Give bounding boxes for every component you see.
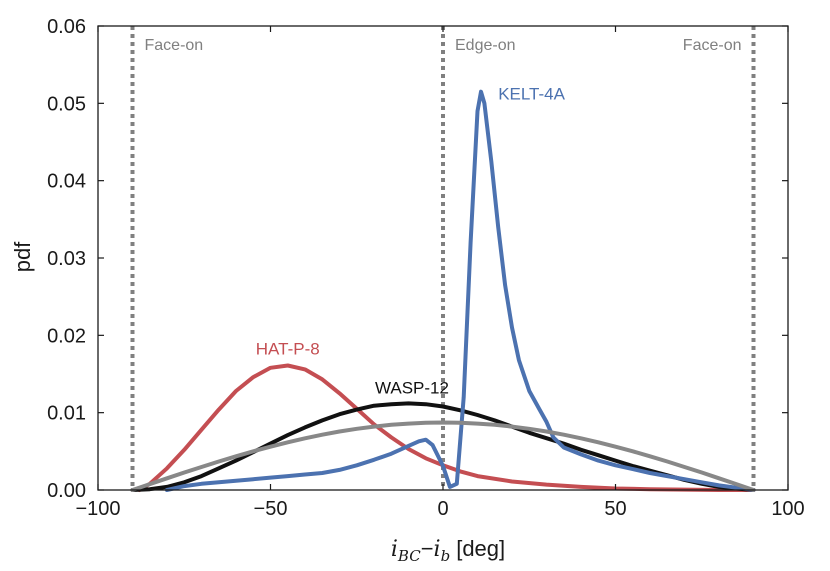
y-tick-label: 0.03 (47, 248, 86, 270)
x-tick-label: −100 (75, 498, 120, 520)
x-tick-label: 100 (771, 498, 804, 520)
y-tick-label: 0.04 (47, 171, 86, 193)
y-tick-label: 0.02 (47, 325, 86, 347)
y-tick-label: 0.01 (47, 403, 86, 425)
series-line-kelt-4a (165, 89, 756, 492)
annotations: Face-on Edge-on Face-on HAT-P-8 WASP-12 KELT-… (145, 37, 742, 397)
series-line-wasp-12 (130, 401, 756, 492)
y-axis-title: pdf (10, 241, 35, 272)
x-axis-title: iBC−ib [deg] (391, 536, 505, 565)
reference-line-label-0: Face-on (145, 37, 204, 54)
y-tick-label: 0.05 (47, 93, 86, 115)
series-line-hat-p-8 (137, 363, 756, 492)
series-label-hat-p-8: HAT-P-8 (256, 340, 320, 359)
series-line-isotropic (130, 420, 756, 492)
series-lines (130, 89, 756, 492)
y-tick-label: 0.06 (47, 16, 86, 38)
y-tick-label: 0.00 (47, 480, 86, 502)
series-label-kelt-4a: KELT-4A (498, 84, 565, 103)
x-tick-label: −50 (254, 498, 288, 520)
reference-lines (130, 26, 756, 490)
axis-ticks: −100 −50 0 50 100 0.00 0.01 0.02 0.03 0.04 0.05 0.0… (47, 16, 805, 520)
series-label-wasp-12: WASP-12 (375, 378, 449, 397)
reference-line-label-1: Edge-on (455, 37, 516, 54)
reference-line-label-2: Face-on (683, 37, 742, 54)
x-tick-label: 0 (437, 498, 448, 520)
x-tick-label: 50 (604, 498, 626, 520)
